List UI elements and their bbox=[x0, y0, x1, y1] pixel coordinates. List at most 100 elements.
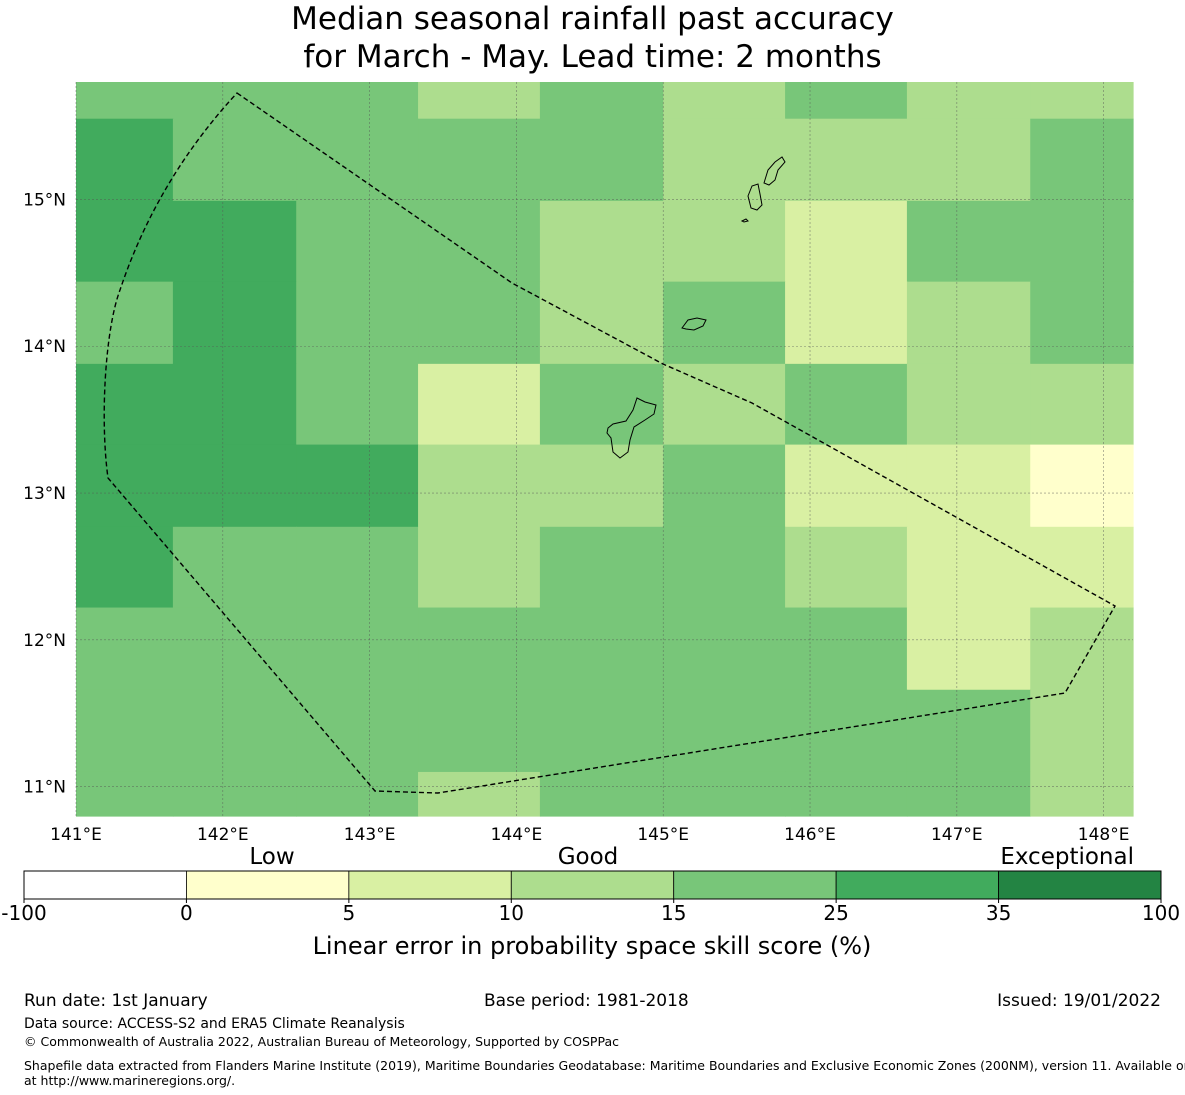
grid-cell bbox=[296, 689, 419, 773]
grid-cell bbox=[172, 526, 297, 609]
island-rota bbox=[681, 317, 707, 331]
grid-cell bbox=[539, 689, 664, 773]
grid-cell bbox=[539, 607, 664, 691]
data-source: Data source: ACCESS-S2 and ERA5 Climate … bbox=[24, 1016, 405, 1032]
colorbar-tick-label: 15 bbox=[661, 901, 686, 925]
x-axis-ticks: 141°E 142°E 143°E 144°E 145°E 146°E 147°E 148°E bbox=[50, 825, 1129, 845]
x-tick-label: 147°E bbox=[931, 825, 983, 845]
grid-cell bbox=[1030, 444, 1134, 528]
grid-cell bbox=[172, 281, 297, 365]
grid-cell bbox=[1030, 281, 1134, 365]
grid-cell bbox=[1030, 118, 1134, 202]
colorbar-swatch bbox=[23, 870, 187, 900]
grid-cell bbox=[76, 363, 174, 446]
grid-cell bbox=[906, 444, 1031, 528]
grid-cell bbox=[785, 771, 908, 817]
colorbar-title: Linear error in probability space skill … bbox=[313, 932, 872, 960]
y-tick-label: 14°N bbox=[23, 337, 66, 357]
grid-cell bbox=[906, 118, 1031, 202]
grid-cell bbox=[785, 82, 908, 120]
grid-cell bbox=[1030, 689, 1134, 773]
grid-cell bbox=[785, 118, 908, 202]
cb-category-exceptional: Exceptional bbox=[1000, 844, 1134, 870]
y-tick-label: 13°N bbox=[23, 484, 66, 504]
grid-cell bbox=[663, 444, 786, 528]
grid-cell bbox=[1030, 363, 1134, 446]
x-tick-label: 142°E bbox=[197, 825, 249, 845]
grid-cell bbox=[539, 363, 664, 446]
islands bbox=[606, 156, 786, 459]
colorbar-outline bbox=[23, 870, 1162, 900]
grid-cell bbox=[539, 526, 664, 609]
grid-cell bbox=[172, 118, 297, 202]
grid-cell bbox=[76, 526, 174, 609]
island-saipan bbox=[763, 156, 786, 186]
colorbar-tick-label: 0 bbox=[180, 901, 193, 925]
grid-cell bbox=[1030, 771, 1134, 817]
colorbar-tick-label: 5 bbox=[342, 901, 355, 925]
grid-cell bbox=[296, 118, 419, 202]
grid-cell bbox=[172, 82, 297, 120]
grid-cell bbox=[539, 281, 664, 365]
x-tick-label: 143°E bbox=[344, 825, 396, 845]
grid-cell bbox=[418, 363, 541, 446]
colorbar-swatch bbox=[510, 870, 675, 900]
grid-cell bbox=[418, 281, 541, 365]
grid-cell bbox=[785, 200, 908, 283]
colorbar: Low Good Exceptional -100 0 5 10 15 25 35 100 L… bbox=[1, 844, 1180, 960]
grid-cell bbox=[906, 607, 1031, 691]
grid-cell bbox=[539, 771, 664, 817]
grid-cell bbox=[785, 607, 908, 691]
grid-cell bbox=[539, 118, 664, 202]
grid-cell bbox=[906, 363, 1031, 446]
chart-title: Median seasonal rainfall past accuracy f… bbox=[0, 0, 1185, 76]
grid-cell bbox=[1030, 200, 1134, 283]
cb-category-low: Low bbox=[249, 844, 294, 870]
grid-cell bbox=[663, 281, 786, 365]
grid-cell bbox=[785, 444, 908, 528]
grid-cell bbox=[418, 526, 541, 609]
grid-cell bbox=[785, 363, 908, 446]
grid-cell bbox=[76, 607, 174, 691]
grid-cell bbox=[418, 200, 541, 283]
grid-cell bbox=[663, 200, 786, 283]
colorbar-tick-label: 25 bbox=[823, 901, 848, 925]
graticule bbox=[75, 82, 1133, 816]
grid-cell bbox=[418, 82, 541, 120]
grid-cell bbox=[172, 607, 297, 691]
y-tick-label: 12°N bbox=[23, 631, 66, 651]
grid-cell bbox=[418, 118, 541, 202]
issued-date: Issued: 19/01/2022 bbox=[997, 991, 1161, 1011]
colorbar-swatches bbox=[23, 870, 1162, 900]
grid-cell bbox=[906, 82, 1031, 120]
shapefile-credit: Shapefile data extracted from Flanders M… bbox=[24, 1058, 1185, 1073]
title-line-2: for March - May. Lead time: 2 months bbox=[303, 39, 882, 75]
x-tick-label: 141°E bbox=[50, 825, 102, 845]
colorbar-tick-label: 100 bbox=[1142, 901, 1180, 925]
grid-cell bbox=[296, 281, 419, 365]
grid-cell bbox=[539, 82, 664, 120]
grid-cell bbox=[418, 444, 541, 528]
grid-cell bbox=[906, 689, 1031, 773]
grid-cell bbox=[296, 771, 419, 817]
grid-cell bbox=[539, 444, 664, 528]
grid-cell bbox=[785, 281, 908, 365]
grid-cell bbox=[663, 689, 786, 773]
colorbar-swatch bbox=[348, 870, 512, 900]
shapefile-url: at http://www.marineregions.org/. bbox=[24, 1073, 236, 1088]
grid-cell bbox=[539, 200, 664, 283]
grid-cell bbox=[663, 607, 786, 691]
colorbar-tick-label: 35 bbox=[986, 901, 1011, 925]
grid-cell bbox=[296, 607, 419, 691]
grid-cell bbox=[418, 771, 541, 817]
base-period: Base period: 1981-2018 bbox=[484, 991, 689, 1011]
y-tick-label: 11°N bbox=[23, 778, 66, 798]
grid-cell bbox=[296, 526, 419, 609]
copyright: © Commonwealth of Australia 2022, Austra… bbox=[24, 1034, 619, 1049]
grid-cell bbox=[172, 444, 297, 528]
island-guam bbox=[606, 397, 657, 459]
eez-boundary bbox=[103, 92, 1116, 794]
grid-cell bbox=[172, 363, 297, 446]
grid-cell bbox=[906, 526, 1031, 609]
